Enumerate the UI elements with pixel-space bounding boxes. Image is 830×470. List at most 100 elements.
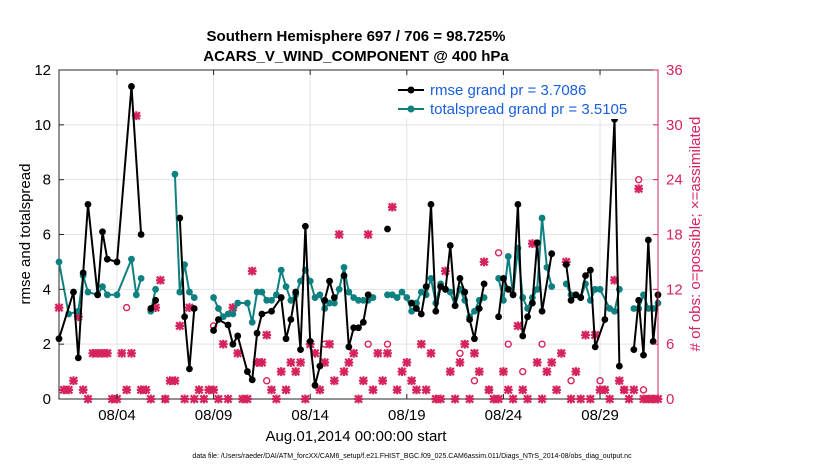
assimilated-obs-marker [170,376,180,386]
totalspread-point [234,299,242,307]
assimilated-obs-marker [547,358,557,367]
x-axis-label: Aug.01,2014 00:00:00 start [266,428,448,445]
assimilated-obs-marker [479,257,489,267]
assimilated-obs-marker [223,394,233,404]
possible-obs-marker [519,367,527,376]
assimilated-obs-marker [286,358,296,367]
rmse-point [495,313,502,321]
assimilated-obs-marker [209,385,218,395]
assimilated-obs-marker [585,394,595,404]
totalspread-point [215,305,222,312]
totalspread-point [398,288,406,296]
rmse-point [630,346,638,354]
assimilated-obs-marker [156,275,165,285]
rmse-point [94,291,102,299]
y-tick-label: 10 [34,117,51,134]
assimilated-obs-marker [344,358,354,367]
possible-obs-marker [263,377,271,385]
x-tick-label: 08/04 [98,407,136,424]
rmse-point [229,340,237,348]
assimilated-obs-marker [69,376,78,386]
totalspread-point [137,274,145,282]
totalspread-point [644,305,652,312]
rmse-point [292,288,300,296]
possible-obs-marker [494,249,503,257]
rmse-point [282,335,290,343]
assimilated-obs-marker [141,385,151,395]
rmse-point [417,310,425,318]
rmse-point [615,362,623,370]
x-tick-label: 08/09 [195,407,233,424]
assimilated-obs-marker [445,367,455,376]
rmse-point [321,296,329,304]
y-tick-label: 6 [43,227,51,244]
right-tick-label: 30 [666,117,683,134]
rmse-point [306,338,314,345]
assimilated-obs-marker [233,348,243,358]
rmse-point [635,296,643,304]
totalspread-point [132,291,140,299]
assimilated-obs-marker [64,385,74,395]
totalspread-point [495,274,502,282]
rmse-point [364,291,372,299]
assimilated-obs-marker [214,394,223,404]
totalspread-point [591,285,599,293]
rmse-point [533,239,541,247]
totalspread-point [413,299,420,307]
totalspread-point [359,296,367,304]
assimilated-obs-marker [634,184,644,194]
totalspread-point [335,285,343,293]
assimilated-obs-marker [624,394,634,404]
possible-obs-marker [470,377,479,385]
rmse-point [562,261,570,269]
rmse-point [301,222,309,230]
grid [59,69,658,400]
rmse-point [128,83,135,90]
assimilated-obs-marker [373,348,383,358]
assimilated-obs-marker [537,394,547,404]
rmse-point [538,307,546,315]
totalspread-point [253,288,261,296]
assimilated-obs-marker [378,376,388,386]
rmse-line [565,118,621,367]
assimilated-obs-marker [276,367,286,376]
totalspread-point [224,310,232,318]
rmse-point [176,214,184,222]
rmse-point [99,228,106,236]
right-axis-ticks: 0 6 12 18 24 30 36 [653,62,683,408]
totalspread-point [55,258,63,266]
assimilated-obs-marker [421,385,431,395]
assimilated-obs-marker [218,339,228,349]
rmse-point [432,307,440,315]
totalspread-point [330,299,338,307]
assimilated-obs-marker [247,266,257,276]
assimilated-obs-marker [518,385,528,395]
rmse-point [258,310,266,318]
totalspread-point [287,296,295,304]
rmse-point [500,274,507,282]
chart-title: Southern Hemisphere 697 / 706 = 98.725% [207,28,506,45]
totalspread-point [393,294,401,301]
rmse-line [212,225,336,387]
rmse-point [297,346,304,354]
rmse-point [408,299,416,307]
rmse-point [103,255,111,263]
assimilated-obs-marker [571,367,581,376]
rmse-point [350,324,358,332]
rmse-point [55,335,63,343]
y-tick-label: 2 [43,336,51,353]
rmse-point [577,294,585,301]
assimilated-obs-marker [556,348,566,358]
rmse-point [480,280,488,288]
rmse-point [311,381,319,389]
rmse-point [234,332,242,340]
rmse-point [186,365,193,373]
x-axis-ticks: 08/04 08/09 08/14 08/19 08/24 08/29 [98,70,619,424]
rmse-point [147,305,155,312]
rmse-series [55,83,662,389]
assimilated-obs-marker [416,339,426,349]
assimilated-obs-marker [576,394,586,404]
totalspread-point [630,305,638,312]
totalspread-point [263,296,271,304]
rmse-point [644,236,652,244]
